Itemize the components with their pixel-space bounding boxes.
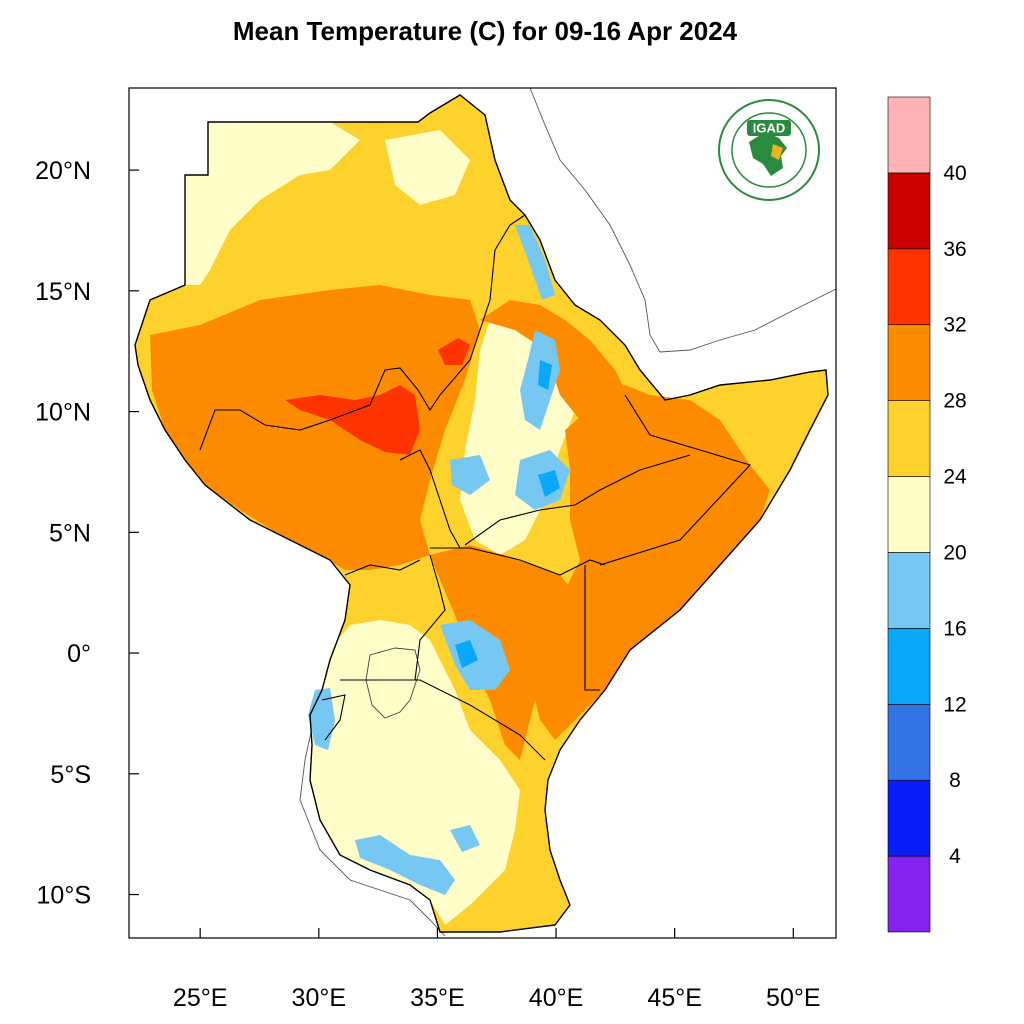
- region-16-20-tanzania: [355, 835, 455, 895]
- lon-tick-label: 40°E: [529, 984, 583, 1012]
- region-outline: [134, 94, 829, 933]
- colorbar-label: 12: [943, 693, 966, 716]
- colorbar-swatch: [887, 779, 931, 857]
- region-16-20-ethiopia-west: [450, 455, 490, 495]
- lat-tick-label: 10°N: [35, 399, 91, 427]
- colorbar-label: 20: [943, 541, 966, 564]
- lat-tick-label: 20°N: [35, 157, 91, 185]
- map-layers: [134, 88, 836, 937]
- region-28-32-sahel: [150, 285, 480, 570]
- region-28-32-east: [530, 385, 770, 740]
- axis-ticks: 25°E 30°E 35°E 40°E 45°E 50°E 20°N 15°N 10°N 5°N 0…: [35, 157, 820, 1012]
- colorbar: 4 8 12 16 20 24 28 32 36 40: [887, 96, 967, 933]
- colorbar-swatch: [887, 703, 931, 781]
- colorbar-label: 4: [949, 845, 961, 868]
- region-32-36-east: [438, 338, 470, 365]
- lon-tick-label: 35°E: [410, 984, 464, 1012]
- colorbar-swatch: [887, 248, 931, 326]
- colorbar-swatch: [887, 400, 931, 477]
- region-32-36-hotspot: [285, 385, 420, 455]
- lat-tick-label: 0°: [67, 640, 91, 668]
- lake-victoria: [365, 647, 421, 719]
- plot-frame: [128, 87, 837, 939]
- colorbar-label: 36: [943, 238, 966, 261]
- country-borders: [199, 214, 752, 761]
- lat-tick-label: 15°N: [35, 278, 91, 306]
- colorbar-swatch: [887, 552, 931, 629]
- lon-tick-label: 50°E: [766, 984, 820, 1012]
- region-12-16-ethiopia-north: [538, 360, 552, 390]
- lat-tick-label: 5°S: [50, 761, 91, 789]
- colorbar-label: 24: [943, 466, 967, 489]
- outside-coastlines: [299, 88, 836, 937]
- region-20-24-north: [185, 122, 360, 285]
- region-28-32-kenya: [430, 545, 580, 760]
- lat-tick-label: 5°N: [49, 519, 91, 547]
- region-12-16-kenya: [455, 640, 478, 668]
- colorbar-swatch: [887, 855, 931, 933]
- region-16-20-tanzania-b: [450, 825, 480, 852]
- lon-tick-label: 30°E: [292, 984, 346, 1012]
- colorbar-swatch: [887, 324, 931, 401]
- colorbar-label: 28: [943, 390, 966, 413]
- lon-tick-label: 25°E: [173, 984, 227, 1012]
- colorbar-label: 16: [943, 617, 966, 640]
- colorbar-label: 40: [943, 162, 966, 185]
- region-20-24-northeast: [385, 130, 470, 205]
- colorbar-label: 8: [949, 769, 961, 792]
- colorbar-label: 32: [943, 314, 966, 337]
- region-12-16-ethiopia: [538, 470, 560, 497]
- lon-tick-label: 45°E: [647, 984, 701, 1012]
- igad-logo: IGAD: [718, 99, 820, 201]
- colorbar-swatch: [887, 172, 931, 250]
- map-title: Mean Temperature (C) for 09-16 Apr 2024: [232, 16, 738, 46]
- lat-tick-label: 10°S: [37, 882, 91, 910]
- colorbar-swatch: [887, 628, 931, 705]
- region-16-20-redsea: [515, 225, 555, 300]
- logo-abbreviation: IGAD: [753, 121, 786, 136]
- colorbar-swatch: [887, 96, 931, 174]
- colorbar-swatch: [887, 476, 931, 553]
